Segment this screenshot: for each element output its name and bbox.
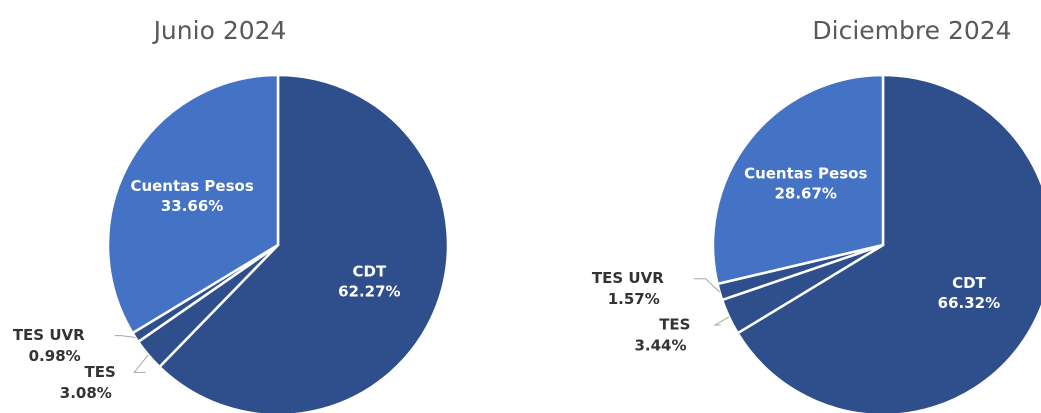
pie-slice — [735, 73, 1041, 413]
value-label: 66.32% — [938, 294, 1000, 312]
leader-line — [133, 354, 149, 373]
leader-line — [693, 278, 720, 293]
pie-slice — [106, 73, 280, 335]
slice-label: TES — [85, 363, 116, 381]
slice-label: Cuentas Pesos — [130, 177, 253, 195]
value-label: 28.67% — [774, 184, 836, 202]
leader-line — [713, 316, 730, 326]
value-label: 62.27% — [338, 283, 400, 301]
slice-label: Cuentas Pesos — [744, 164, 867, 182]
slice-label: CDT — [952, 274, 986, 292]
chart-title: Diciembre 2024 — [812, 16, 1011, 45]
value-label: 3.44% — [634, 336, 686, 354]
pie-slice — [157, 73, 450, 413]
chart-title: Junio 2024 — [152, 16, 287, 45]
slice-label: TES UVR — [13, 326, 85, 344]
pie-slice — [711, 73, 885, 286]
leader-line — [114, 335, 136, 338]
slice-label: TES UVR — [592, 269, 664, 287]
slice-label: CDT — [353, 263, 387, 281]
value-label: 3.08% — [60, 384, 112, 402]
slice-label: TES — [659, 315, 690, 333]
value-label: 1.57% — [608, 290, 660, 308]
value-label: 0.98% — [29, 347, 81, 365]
value-label: 33.66% — [161, 197, 223, 215]
